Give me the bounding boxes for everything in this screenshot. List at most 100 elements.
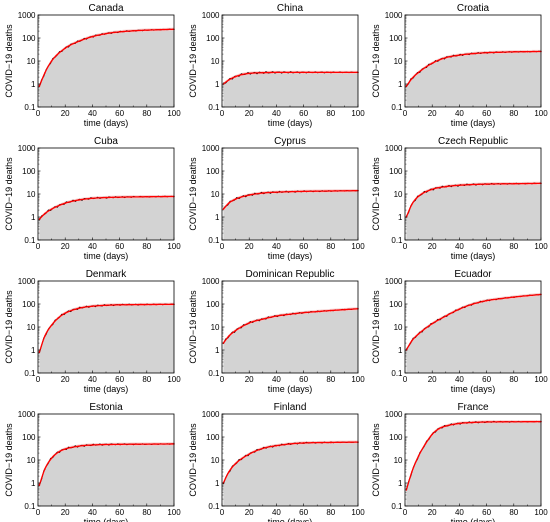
y-axis-label: COVID−19 deaths — [188, 423, 198, 497]
data-point — [424, 443, 427, 445]
x-axis-label: time (days) — [268, 251, 313, 261]
area-fill — [406, 183, 541, 240]
data-point — [78, 307, 80, 310]
y-tick-label: 100 — [389, 34, 403, 43]
data-point — [417, 195, 420, 198]
y-tick-label: 1000 — [202, 277, 220, 286]
data-point — [316, 310, 319, 313]
y-tick-label: 10 — [211, 57, 220, 66]
x-tick-label: 80 — [509, 109, 518, 118]
data-point — [417, 455, 420, 457]
x-tick-label: 40 — [272, 242, 281, 251]
data-point — [458, 184, 461, 187]
x-tick-label: 60 — [299, 508, 308, 517]
data-point — [499, 51, 502, 54]
data-point — [248, 322, 250, 324]
x-tick-label: 20 — [428, 508, 437, 517]
y-tick-label: 100 — [389, 433, 403, 442]
area-fill — [39, 304, 174, 373]
data-point — [513, 296, 515, 298]
area-fill — [223, 72, 358, 107]
data-point — [485, 51, 488, 54]
data-point — [431, 322, 434, 325]
subplot-czech-republic: 0 20 40 60 80 100 0.1 1 10 100 1000 Czech Republic t… — [371, 136, 548, 261]
y-tick-label: 0.1 — [208, 502, 220, 511]
data-point — [526, 50, 529, 53]
x-tick-label: 100 — [351, 508, 365, 517]
y-tick-label: 10 — [211, 323, 220, 332]
data-point — [431, 433, 434, 436]
data-point — [105, 196, 107, 199]
y-tick-label: 1 — [31, 80, 36, 89]
subplot-title: Cuba — [94, 136, 118, 147]
y-tick-label: 1 — [215, 479, 220, 488]
data-point — [234, 462, 237, 465]
x-axis-label: time (days) — [451, 517, 496, 522]
data-point — [431, 188, 434, 191]
y-axis-label: COVID−19 deaths — [371, 290, 381, 364]
subplot-title: Dominican Republic — [246, 269, 335, 280]
x-axis-label: time (days) — [451, 118, 496, 128]
x-tick-label: 60 — [115, 375, 124, 384]
data-point — [78, 445, 80, 447]
data-point — [499, 297, 502, 300]
y-tick-label: 1000 — [385, 277, 403, 286]
data-point — [64, 312, 66, 314]
data-point — [78, 40, 80, 43]
data-point — [44, 468, 46, 470]
y-tick-label: 1000 — [18, 410, 36, 419]
y-tick-label: 100 — [22, 433, 36, 442]
data-point — [228, 471, 230, 473]
data-point — [248, 453, 250, 455]
data-point — [146, 443, 148, 445]
x-tick-label: 80 — [142, 375, 151, 384]
y-tick-label: 0.1 — [24, 502, 36, 511]
y-tick-label: 100 — [206, 167, 220, 176]
y-tick-label: 1 — [398, 80, 403, 89]
y-tick-label: 0.1 — [208, 236, 220, 245]
subplot-title: China — [277, 3, 304, 14]
y-tick-label: 0.1 — [391, 369, 403, 378]
data-point — [262, 318, 264, 320]
data-point — [431, 62, 434, 65]
x-tick-label: 40 — [88, 508, 97, 517]
y-tick-label: 0.1 — [208, 369, 220, 378]
y-tick-label: 10 — [27, 190, 36, 199]
data-point — [485, 299, 488, 302]
y-tick-label: 10 — [211, 190, 220, 199]
y-axis-label: COVID−19 deaths — [4, 423, 14, 497]
y-tick-label: 100 — [389, 167, 403, 176]
x-tick-label: 20 — [245, 242, 254, 251]
data-point — [343, 308, 346, 311]
y-axis-label: COVID−19 deaths — [4, 157, 14, 231]
y-tick-label: 1000 — [202, 11, 220, 20]
y-tick-label: 10 — [394, 57, 403, 66]
data-point — [275, 191, 278, 193]
x-tick-label: 0 — [403, 508, 408, 517]
y-tick-label: 1 — [215, 80, 220, 89]
subplot-title: Canada — [88, 3, 123, 14]
subplot-estonia: 0 20 40 60 80 100 0.1 1 10 100 1000 Estonia time (da… — [4, 402, 181, 522]
subplot-title: Czech Republic — [438, 136, 508, 147]
y-tick-label: 1000 — [18, 277, 36, 286]
y-tick-label: 10 — [211, 456, 220, 465]
x-axis-label: time (days) — [84, 517, 129, 522]
x-tick-label: 20 — [61, 109, 70, 118]
data-point — [234, 75, 237, 78]
subplot-cyprus: 0 20 40 60 80 100 0.1 1 10 100 1000 Cyprus time (day… — [188, 136, 365, 261]
data-point — [132, 30, 134, 32]
data-point — [445, 185, 447, 188]
y-tick-label: 0.1 — [391, 236, 403, 245]
data-point — [330, 71, 332, 74]
data-point — [262, 447, 264, 450]
x-axis-label: time (days) — [84, 118, 129, 128]
x-tick-label: 0 — [36, 242, 41, 251]
x-tick-label: 0 — [403, 242, 408, 251]
subplot-title: Ecuador — [454, 269, 492, 280]
x-tick-label: 80 — [326, 109, 335, 118]
data-point — [411, 77, 413, 80]
y-tick-label: 0.1 — [24, 236, 36, 245]
y-tick-label: 1000 — [18, 11, 36, 20]
subplot-denmark: 0 20 40 60 80 100 0.1 1 10 100 1000 Denmark time (da… — [4, 269, 181, 394]
subplot-croatia: 0 20 40 60 80 100 0.1 1 10 100 1000 Croatia time (da… — [371, 3, 548, 128]
